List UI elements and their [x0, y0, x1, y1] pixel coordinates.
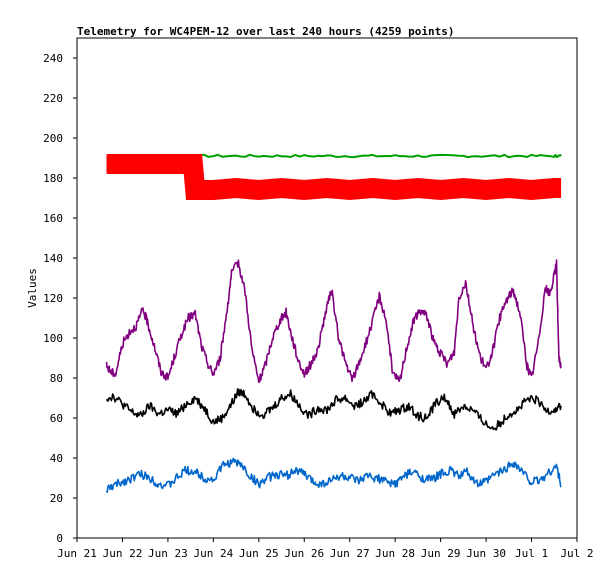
series-line-4 — [105, 457, 562, 493]
y-tick-label: 200 — [43, 132, 63, 145]
y-tick-label: 60 — [50, 412, 63, 425]
y-tick-label: 100 — [43, 332, 63, 345]
x-tick-label: Jul 2 — [560, 547, 593, 560]
x-tick-label: Jul 1 — [515, 547, 548, 560]
series-line-3 — [105, 388, 562, 431]
x-tick-label: Jun 27 — [330, 547, 370, 560]
y-tick-label: 80 — [50, 372, 63, 385]
x-tick-label: Jun 28 — [375, 547, 415, 560]
x-tick-label: Jun 22 — [103, 547, 143, 560]
chart-title: Telemetry for WC4PEM-12 over last 240 ho… — [77, 25, 455, 38]
data-layer — [105, 153, 562, 493]
x-axis: Jun 21 Jun 22 Jun 23 Jun 24 Jun 25 Jun 26 Jun … — [57, 538, 594, 560]
x-tick-label: Jun 30 — [466, 547, 506, 560]
y-tick-label: 20 — [50, 492, 63, 505]
y-tick-label: 40 — [50, 452, 63, 465]
x-tick-label: Jun 21 — [57, 547, 97, 560]
x-tick-label: Jun 26 — [284, 547, 324, 560]
plot-area-frame — [76, 37, 578, 539]
y-tick-label: 140 — [43, 252, 63, 265]
y-axis-label: Values — [26, 268, 39, 308]
x-tick-label: Jun 25 — [239, 547, 279, 560]
x-tick-label: Jun 24 — [193, 547, 233, 560]
y-axis: 0 20 40 60 80 100 120 140 160 180 200 220 240 — [43, 52, 77, 545]
y-tick-label: 240 — [43, 52, 63, 65]
series-line-1 — [106, 154, 562, 201]
y-tick-label: 160 — [43, 212, 63, 225]
y-tick-label: 120 — [43, 292, 63, 305]
y-tick-label: 220 — [43, 92, 63, 105]
series-line-2 — [105, 259, 562, 384]
x-tick-label: Jun 23 — [148, 547, 188, 560]
x-tick-label: Jun 29 — [421, 547, 461, 560]
y-tick-label: 180 — [43, 172, 63, 185]
y-tick-label: 0 — [56, 532, 63, 545]
